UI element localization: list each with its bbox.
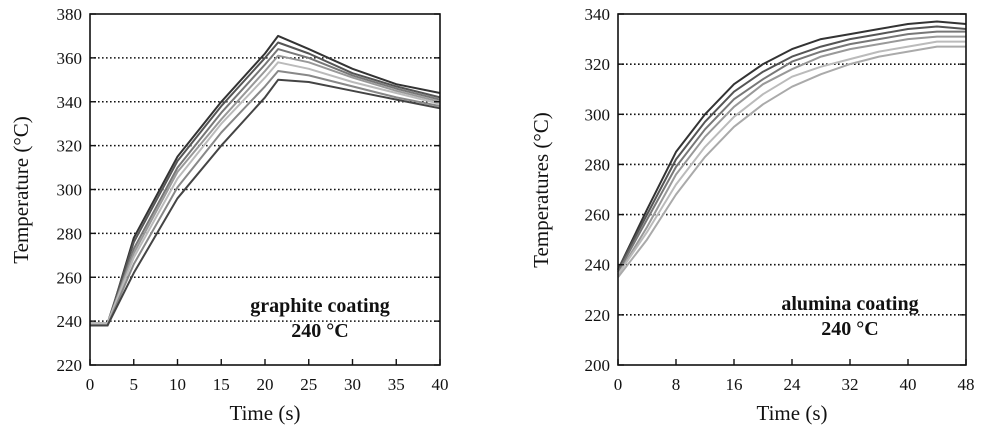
y-axis-label: Temperatures (°C) <box>529 112 553 268</box>
y-tick-label: 260 <box>585 206 611 225</box>
x-tick-label: 40 <box>900 375 917 394</box>
y-tick-label: 280 <box>585 155 611 174</box>
x-tick-label: 32 <box>842 375 859 394</box>
series-line <box>89 54 441 327</box>
x-tick-label: 20 <box>257 375 274 394</box>
x-tick-label: 48 <box>958 375 975 394</box>
tick-labels: 200 220 240 260 280 300 320 340 0 8 16 24 32 40 48 <box>585 5 975 394</box>
chart-graphite-coating: 220 240 260 280 300 320 340 360 380 0 5 10 15 20 25 30 3… <box>9 5 449 425</box>
y-tick-label: 340 <box>585 5 611 24</box>
annotation-temperature: 240 °C <box>291 320 348 342</box>
series-group <box>617 20 967 278</box>
annotation-coating: alumina coating <box>781 293 918 315</box>
y-tick-label: 340 <box>57 93 83 112</box>
annotation-temperature: 240 °C <box>821 318 878 340</box>
x-tick-label: 24 <box>784 375 802 394</box>
series-line <box>617 25 967 271</box>
x-tick-label: 15 <box>213 375 230 394</box>
y-tick-label: 300 <box>585 105 611 124</box>
y-tick-label: 240 <box>57 312 83 331</box>
series-line <box>90 34 441 327</box>
y-tick-label: 220 <box>57 356 83 375</box>
y-tick-label: 220 <box>585 306 611 325</box>
x-tick-label: 10 <box>169 375 186 394</box>
series-group <box>89 34 441 327</box>
y-tick-label: 320 <box>585 55 611 74</box>
y-tick-label: 200 <box>585 356 611 375</box>
grid <box>618 63 966 316</box>
y-tick-label: 380 <box>57 5 83 24</box>
series-line <box>617 30 966 273</box>
series-line <box>90 61 441 325</box>
x-tick-label: 0 <box>614 375 623 394</box>
series-line <box>617 40 966 276</box>
y-tick-label: 300 <box>57 181 83 200</box>
series-line <box>90 41 441 325</box>
y-tick-label: 280 <box>57 224 83 243</box>
x-axis-label: Time (s) <box>230 401 301 425</box>
x-tick-label: 8 <box>672 375 681 394</box>
y-tick-label: 320 <box>57 137 83 156</box>
y-tick-label: 360 <box>57 49 83 68</box>
x-tick-label: 16 <box>726 375 743 394</box>
x-tick-label: 30 <box>344 375 361 394</box>
annotation-coating: graphite coating <box>250 295 389 317</box>
chart-alumina-coating: 200 220 240 260 280 300 320 340 0 8 16 24 32 40 48 Tim… <box>529 5 975 425</box>
x-axis-label: Time (s) <box>757 401 828 425</box>
x-tick-label: 5 <box>130 375 139 394</box>
series-line <box>617 20 967 271</box>
series-line <box>617 45 966 278</box>
x-tick-label: 0 <box>86 375 95 394</box>
series-line <box>617 35 966 276</box>
tick-labels: 220 240 260 280 300 320 340 360 380 0 5 10 15 20 25 30 3… <box>57 5 449 394</box>
y-tick-label: 260 <box>57 268 83 287</box>
x-tick-label: 35 <box>388 375 405 394</box>
x-tick-label: 40 <box>432 375 449 394</box>
series-line <box>90 78 441 327</box>
series-line <box>90 70 441 327</box>
x-tick-label: 25 <box>300 375 317 394</box>
y-axis-label: Temperature (°C) <box>9 116 33 263</box>
y-tick-label: 240 <box>585 256 611 275</box>
